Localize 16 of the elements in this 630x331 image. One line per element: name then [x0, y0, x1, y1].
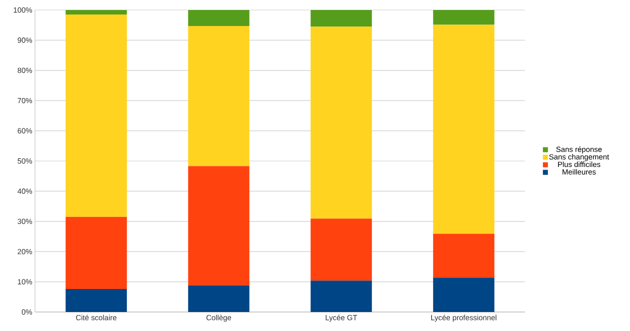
- bar: [66, 10, 127, 15]
- bar: [310, 10, 372, 27]
- bar: [188, 10, 250, 26]
- bar: [310, 280, 372, 312]
- bar: [66, 216, 127, 290]
- bar: [433, 24, 494, 234]
- bar: [433, 10, 494, 25]
- bar: [66, 289, 127, 312]
- bar: [188, 166, 250, 286]
- bar: [433, 278, 494, 312]
- bar: [66, 14, 127, 217]
- bar: [188, 285, 250, 312]
- bar: [310, 26, 372, 219]
- bar: [433, 234, 494, 278]
- bar: [188, 26, 250, 166]
- bar: [310, 218, 372, 281]
